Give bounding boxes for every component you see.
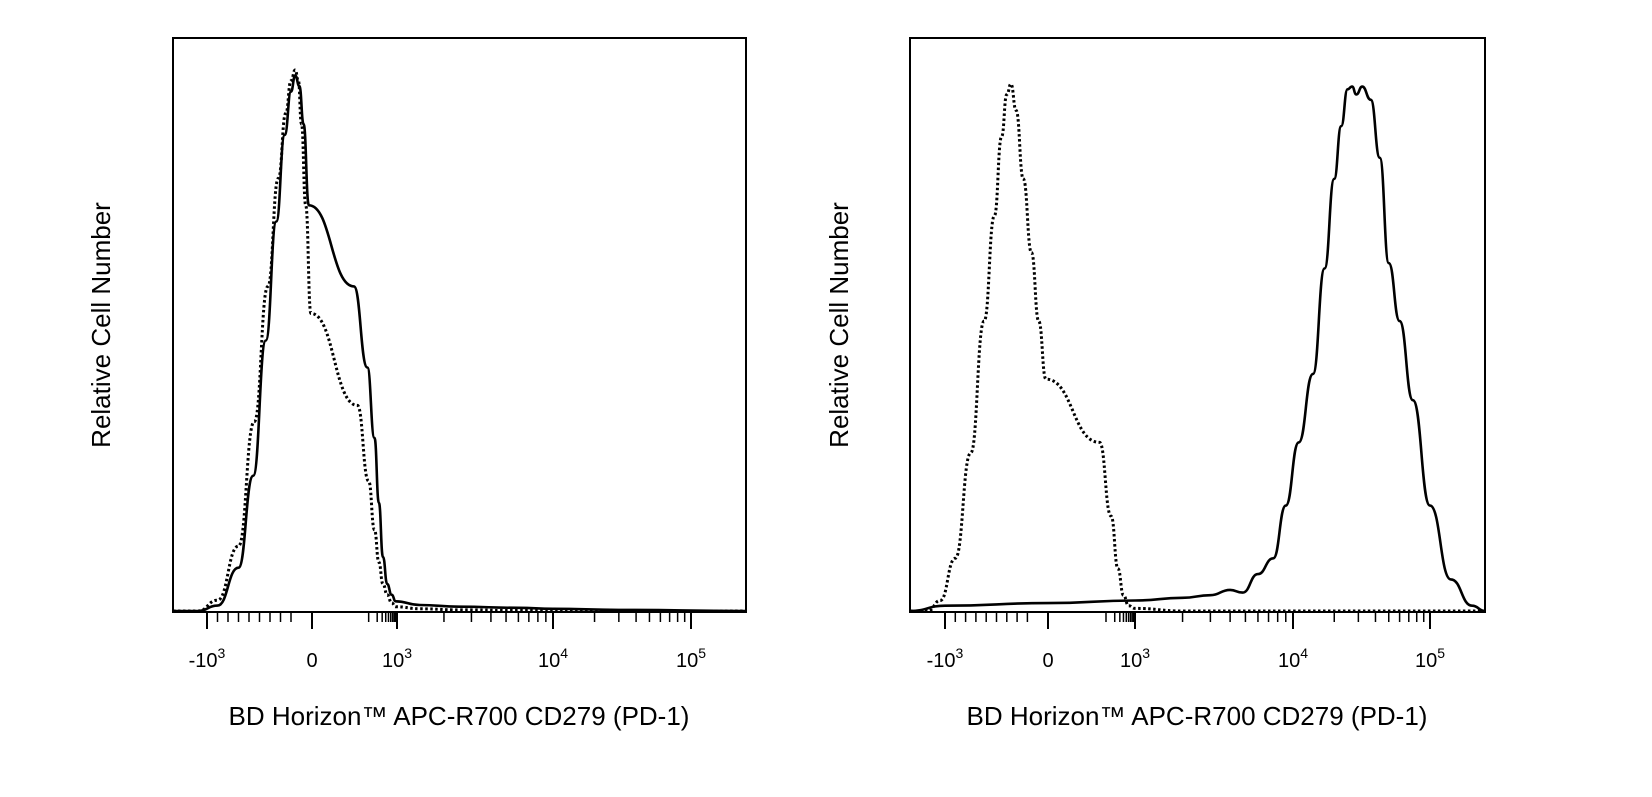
left-y-axis-title: Relative Cell Number — [86, 202, 116, 448]
tick-label-base: 10 — [1415, 650, 1437, 672]
tick-label-exponent: 3 — [218, 645, 226, 661]
right-y-axis-title: Relative Cell Number — [824, 202, 854, 448]
left-tick-label: 103 — [382, 645, 412, 672]
left-x-axis-ticks — [206, 613, 692, 629]
left-solid-histogram-curve — [173, 74, 747, 613]
tick-label-exponent: 3 — [404, 645, 412, 661]
left-histogram-panel: -103 0 103 104 105 BD Horizon™ APC-R700 CD27… — [86, 37, 747, 731]
left-dotted-histogram-curve — [173, 68, 746, 613]
tick-label-base: 0 — [306, 650, 317, 672]
right-solid-histogram-curve — [909, 85, 1486, 613]
left-tick-label: -103 — [189, 645, 226, 672]
left-tick-label: 104 — [538, 645, 568, 672]
tick-label-base: 0 — [1042, 650, 1053, 672]
right-x-axis-title: BD Horizon™ APC-R700 CD279 (PD-1) — [967, 701, 1428, 731]
tick-label-base: -10 — [189, 650, 218, 672]
right-tick-label: 0 — [1042, 650, 1053, 672]
tick-label-base: 10 — [1278, 650, 1300, 672]
right-dotted-histogram-curve — [910, 82, 1485, 613]
tick-label-base: 10 — [676, 650, 698, 672]
left-x-axis-title: BD Horizon™ APC-R700 CD279 (PD-1) — [229, 701, 690, 731]
tick-label-exponent: 5 — [698, 645, 706, 661]
tick-label-exponent: 3 — [1142, 645, 1150, 661]
right-curves — [909, 82, 1486, 613]
right-tick-label: 103 — [1120, 645, 1150, 672]
tick-label-exponent: 3 — [956, 645, 964, 661]
left-curves — [173, 68, 747, 613]
right-tick-label: -103 — [927, 645, 964, 672]
tick-label-base: 10 — [382, 650, 404, 672]
tick-label-exponent: 4 — [560, 645, 568, 661]
right-tick-label: 105 — [1415, 645, 1445, 672]
tick-label-base: -10 — [927, 650, 956, 672]
tick-label-exponent: 5 — [1437, 645, 1445, 661]
right-tick-label: 104 — [1278, 645, 1308, 672]
tick-label-base: 10 — [1120, 650, 1142, 672]
right-plot-frame — [909, 37, 1486, 613]
right-x-tick-labels: -103 0 103 104 105 — [927, 645, 1446, 672]
tick-label-exponent: 4 — [1300, 645, 1308, 661]
left-plot-frame — [172, 37, 747, 613]
left-x-tick-labels: -103 0 103 104 105 — [189, 645, 707, 672]
left-tick-label: 105 — [676, 645, 706, 672]
tick-label-base: 10 — [538, 650, 560, 672]
right-histogram-panel: -103 0 103 104 105 BD Horizon™ APC-R700 CD27… — [824, 37, 1486, 731]
right-x-axis-ticks — [944, 613, 1431, 629]
left-tick-label: 0 — [306, 650, 317, 672]
